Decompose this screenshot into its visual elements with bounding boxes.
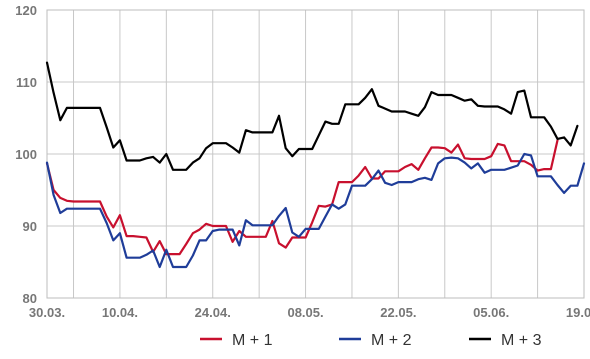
legend-label: M + 3: [501, 332, 542, 349]
series-line-m-1: [45, 139, 559, 256]
x-tick-label: 08.05.: [287, 305, 323, 320]
x-tick-label: 05.06.: [473, 305, 509, 320]
y-tick-label: 120: [15, 3, 37, 18]
legend: M + 1 M + 2 M + 3: [200, 332, 542, 349]
x-tick-label: 10.04.: [102, 305, 138, 320]
y-tick-label: 80: [23, 291, 37, 306]
y-tick-label: 110: [16, 75, 37, 90]
plot-frame: [46, 9, 585, 299]
axis-tick-labels: 80 90 100 110 120 30.03. 10.04. 24.04. 08.05. 22.…: [15, 3, 590, 320]
series-line-m-2: [45, 152, 586, 269]
legend-label: M + 2: [371, 332, 412, 349]
x-tick-label: 24.04.: [195, 305, 231, 320]
legend-label: M + 1: [232, 332, 273, 349]
x-tick-label: 30.03.: [29, 305, 65, 320]
x-tick-label: 22.05.: [380, 305, 416, 320]
grid: [46, 9, 585, 299]
x-tick-label: 19.06.: [566, 305, 590, 320]
series-line-m-3: [45, 61, 579, 171]
y-tick-label: 90: [23, 219, 37, 234]
series-lines: [45, 61, 586, 269]
y-tick-label: 100: [15, 147, 37, 162]
